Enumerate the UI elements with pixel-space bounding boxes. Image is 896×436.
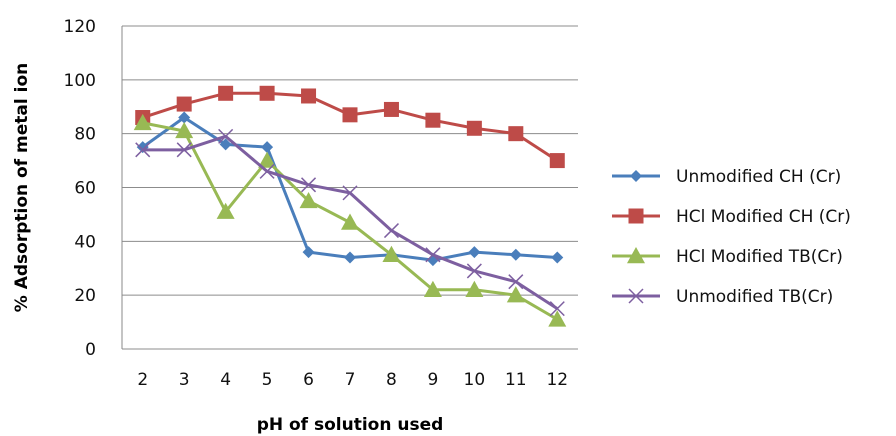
data-point-diamond xyxy=(509,248,522,261)
y-tick-label: 60 xyxy=(74,179,96,199)
data-point-x xyxy=(342,185,358,201)
legend: Unmodified CH (Cr) HCl Modified CH (Cr) HC… xyxy=(612,167,851,307)
data-point-x xyxy=(135,142,151,158)
data-point-square xyxy=(342,107,358,123)
data-point-square xyxy=(259,85,275,101)
data-point-x-stroke xyxy=(135,142,151,158)
data-point-triangle xyxy=(506,286,525,303)
data-point-x-stroke xyxy=(466,263,482,279)
data-point-triangle xyxy=(258,151,277,168)
data-point-diamond xyxy=(630,170,642,182)
data-point-triangle xyxy=(299,191,318,209)
data-point-diamond xyxy=(178,111,191,124)
data-point-triangle xyxy=(627,247,645,264)
data-point-x xyxy=(466,263,482,279)
x-tick-label: 8 xyxy=(386,370,397,390)
data-point-triangle xyxy=(382,245,401,262)
data-point-triangle xyxy=(216,202,235,219)
x-tick-label: 3 xyxy=(179,370,190,390)
data-point-triangle xyxy=(548,310,567,327)
x-tick-label: 11 xyxy=(505,370,527,390)
y-tick-label: 40 xyxy=(74,232,96,252)
x-tick-label: 5 xyxy=(262,370,273,390)
data-point-triangle xyxy=(341,213,359,230)
data-point-square xyxy=(508,126,524,142)
data-point-triangle xyxy=(465,280,484,297)
data-point-diamond xyxy=(302,246,315,259)
data-point-square xyxy=(466,120,482,136)
data-point-square xyxy=(628,208,644,224)
y-tick-label: 100 xyxy=(64,71,96,91)
legend-label: Unmodified TB(Cr) xyxy=(676,287,833,307)
data-point-square xyxy=(218,85,234,101)
data-point-square xyxy=(383,101,399,117)
data-point-x xyxy=(301,177,317,193)
x-tick-label: 2 xyxy=(137,370,148,390)
x-tick-label: 7 xyxy=(345,370,356,390)
x-tick-label: 10 xyxy=(464,370,486,390)
series-layer xyxy=(133,85,567,327)
data-point-square xyxy=(549,153,565,169)
data-point-x xyxy=(508,274,524,290)
data-point-x xyxy=(549,301,565,317)
data-point-x-stroke xyxy=(628,288,644,304)
data-point-x-stroke xyxy=(342,185,358,201)
data-point-x xyxy=(176,142,192,158)
data-point-diamond xyxy=(219,138,232,151)
data-point-diamond xyxy=(261,141,274,154)
data-point-diamond xyxy=(426,254,439,267)
data-point-x-stroke xyxy=(549,301,565,317)
data-point-x-stroke xyxy=(218,128,234,144)
legend-item: Unmodified TB(Cr) xyxy=(612,287,833,307)
data-point-x-stroke xyxy=(508,274,524,290)
legend-label: Unmodified CH (Cr) xyxy=(676,167,841,187)
series xyxy=(135,128,565,317)
data-point-x xyxy=(259,163,275,179)
gridlines xyxy=(122,25,578,350)
legend-item: HCl Modified TB(Cr) xyxy=(612,247,843,267)
data-point-triangle xyxy=(133,113,152,131)
y-tick-label: 80 xyxy=(74,125,96,145)
data-point-diamond xyxy=(468,246,481,259)
y-axis-ticks: 0 20 40 60 80 100 120 xyxy=(64,17,96,360)
data-point-x-stroke xyxy=(425,247,441,263)
series xyxy=(136,111,564,267)
legend-item: HCl Modified CH (Cr) xyxy=(612,207,851,227)
data-point-x-stroke xyxy=(176,142,192,158)
data-point-triangle xyxy=(175,121,194,139)
data-point-diamond xyxy=(344,251,356,264)
data-point-x-stroke xyxy=(383,223,399,239)
series xyxy=(135,85,565,169)
x-axis-ticks: 2 3 4 5 6 7 8 9 10 11 12 xyxy=(137,370,568,390)
data-point-square xyxy=(425,112,441,128)
data-point-x xyxy=(218,128,234,144)
y-axis-title: % Adsorption of metal ion xyxy=(12,63,32,312)
data-point-x-stroke xyxy=(301,177,317,193)
x-tick-label: 12 xyxy=(546,370,568,390)
data-point-diamond xyxy=(551,251,564,264)
legend-label: HCl Modified CH (Cr) xyxy=(676,207,851,227)
x-tick-label: 4 xyxy=(220,370,231,390)
data-point-x xyxy=(628,288,644,304)
data-point-x xyxy=(425,247,441,263)
data-point-triangle xyxy=(423,280,442,297)
legend-item: Unmodified CH (Cr) xyxy=(612,167,841,187)
series-line xyxy=(142,91,559,162)
y-tick-label: 0 xyxy=(85,340,96,360)
legend-label: HCl Modified TB(Cr) xyxy=(676,247,843,267)
y-tick-label: 20 xyxy=(74,286,96,306)
x-tick-label: 6 xyxy=(303,370,314,390)
data-point-square xyxy=(176,96,192,112)
data-point-x xyxy=(383,223,399,239)
data-point-x-stroke xyxy=(259,163,275,179)
y-tick-label: 120 xyxy=(64,17,96,37)
x-tick-label: 9 xyxy=(427,370,438,390)
series-line xyxy=(141,116,558,262)
x-axis-title: pH of solution used xyxy=(257,415,444,435)
series xyxy=(133,113,567,327)
data-point-square xyxy=(301,88,317,104)
